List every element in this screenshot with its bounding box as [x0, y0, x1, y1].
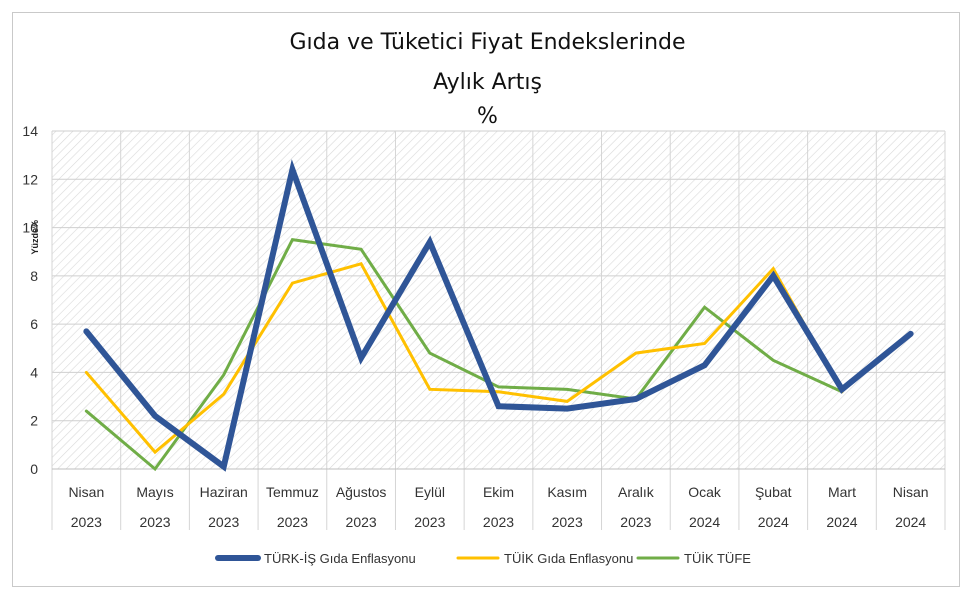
x-tick-label-year: 2023 [552, 514, 583, 530]
x-tick-label-month: Aralık [618, 484, 655, 500]
y-axis-label: Yüzde% [30, 220, 40, 255]
x-tick-label-month: Haziran [200, 484, 248, 500]
series-line [83, 159, 914, 472]
legend-label: TÜRK-İŞ Gıda Enflasyonu [264, 551, 416, 566]
x-tick-label-year: 2023 [208, 514, 239, 530]
plot-area [52, 131, 945, 469]
x-tick-label-year: 2024 [826, 514, 857, 530]
y-tick-label: 2 [30, 413, 38, 429]
y-tick-label: 8 [30, 268, 38, 284]
x-tick-label-year: 2023 [277, 514, 308, 530]
y-tick-label: 4 [30, 364, 38, 380]
x-tick-label-month: Nisan [68, 484, 104, 500]
x-tick-label-year: 2023 [71, 514, 102, 530]
chart-subtitle: Aylık Artış [433, 70, 542, 95]
x-tick-label-month: Temmuz [266, 484, 319, 500]
y-tick-label: 10 [22, 220, 38, 236]
legend-label: TÜİK TÜFE [684, 551, 751, 566]
x-tick-label-month: Nisan [893, 484, 929, 500]
y-tick-label: 12 [22, 171, 38, 187]
y-tick-label: 6 [30, 316, 38, 332]
x-tick-label-month: Şubat [755, 484, 792, 500]
x-tick-label-month: Ağustos [336, 484, 387, 500]
x-tick-label-month: Ocak [688, 484, 722, 500]
chart-title: Gıda ve Tüketici Fiyat Endekslerinde [289, 30, 686, 55]
x-tick-label-year: 2023 [414, 514, 445, 530]
legend-label: TÜİK Gıda Enflasyonu [504, 551, 633, 566]
chart-unit-title: % [477, 104, 498, 129]
x-tick-label-month: Eylül [415, 484, 445, 500]
x-tick-label-year: 2024 [758, 514, 789, 530]
y-tick-label: 14 [22, 123, 38, 139]
series-line [84, 238, 844, 472]
x-tick-label-year: 2023 [139, 514, 170, 530]
x-tick-label-month: Mart [828, 484, 856, 500]
x-tick-label-year: 2023 [483, 514, 514, 530]
x-tick-label-month: Ekim [483, 484, 514, 500]
x-tick-label-year: 2023 [346, 514, 377, 530]
x-tick-label-month: Mayıs [136, 484, 173, 500]
series-line [84, 262, 844, 455]
x-tick-label-year: 2023 [620, 514, 651, 530]
x-tick-label-month: Kasım [547, 484, 587, 500]
x-tick-label-year: 2024 [689, 514, 720, 530]
x-tick-label-year: 2024 [895, 514, 926, 530]
y-tick-label: 0 [30, 461, 38, 477]
